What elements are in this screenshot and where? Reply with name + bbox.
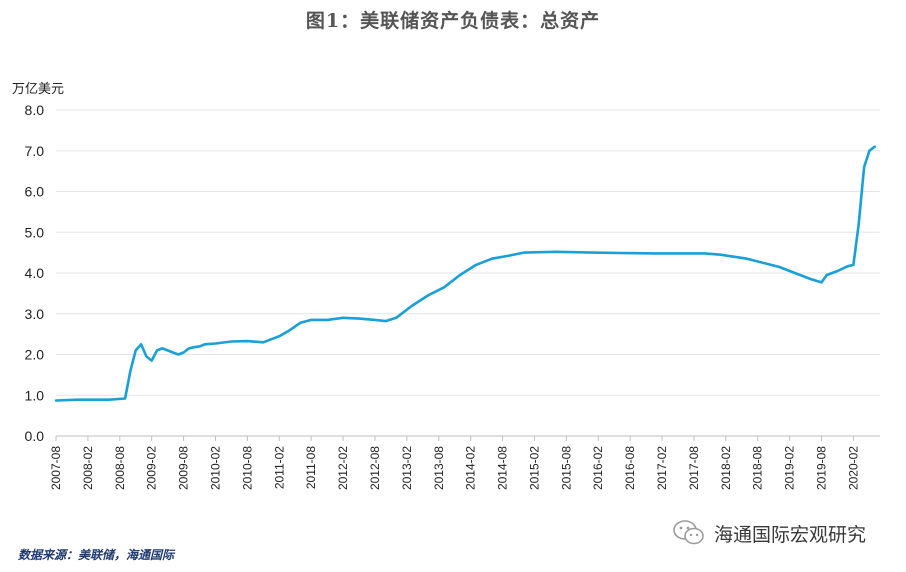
x-tick-label: 2013-08 [432,446,446,490]
x-tick-label: 2013-02 [400,446,414,490]
y-tick-label: 7.0 [25,143,45,159]
x-tick-label: 2018-02 [719,446,733,490]
watermark-text: 海通国际宏观研究 [714,523,867,546]
x-tick-label: 2008-02 [81,446,95,490]
x-tick-label: 2016-08 [623,446,637,490]
x-tick-label: 2020-02 [846,446,860,490]
x-tick-label: 2008-08 [113,446,127,490]
y-tick-label: 8.0 [25,102,45,118]
gridlines [56,109,880,396]
x-tick-label: 2012-02 [336,446,350,490]
x-axis-ticks: 2007-08 2008-02 2008-08 2009-02 2009-08 2010-… [49,436,860,490]
x-tick-label: 2007-08 [49,446,63,490]
x-tick-label: 2009-08 [177,446,191,490]
y-tick-label: 3.0 [25,306,45,322]
chart-title: 图1：美联储资产负债表：总资产 [305,10,601,32]
series-group [54,145,877,402]
y-tick-label: 0.0 [25,428,45,444]
x-tick-label: 2011-08 [304,446,318,489]
x-tick-label: 2015-08 [559,446,573,490]
y-tick-label: 1.0 [25,387,45,403]
x-tick-label: 2010-02 [208,446,222,490]
y-tick-label: 2.0 [25,347,45,363]
y-axis-unit-label: 万亿美元 [12,82,65,97]
x-tick-label: 2014-08 [496,446,510,490]
y-axis-ticks: 0.0 1.0 2.0 3.0 4.0 5.0 6.0 7.0 8.0 [25,102,45,444]
x-tick-label: 2019-02 [783,446,797,490]
x-tick-label: 2016-02 [591,446,605,490]
x-tick-label: 2010-08 [240,446,254,490]
x-tick-label: 2017-02 [655,446,669,490]
y-tick-label: 4.0 [25,265,45,281]
x-tick-label: 2015-02 [527,446,541,490]
x-tick-label: 2012-08 [368,446,382,490]
y-tick-label: 5.0 [25,224,45,240]
x-tick-label: 2017-08 [687,446,701,490]
data-source-note: 数据来源：美联储，海通国际 [18,548,175,562]
x-tick-label: 2018-08 [751,446,765,490]
x-tick-label: 2019-08 [815,446,829,490]
series-line-total-assets [54,145,877,402]
y-tick-label: 6.0 [25,184,45,200]
wechat-icon [673,520,704,545]
x-tick-label: 2009-02 [145,446,159,490]
x-tick-label: 2011-02 [272,446,286,489]
watermark: 海通国际宏观研究 [672,516,866,550]
x-tick-label: 2014-02 [464,446,478,490]
